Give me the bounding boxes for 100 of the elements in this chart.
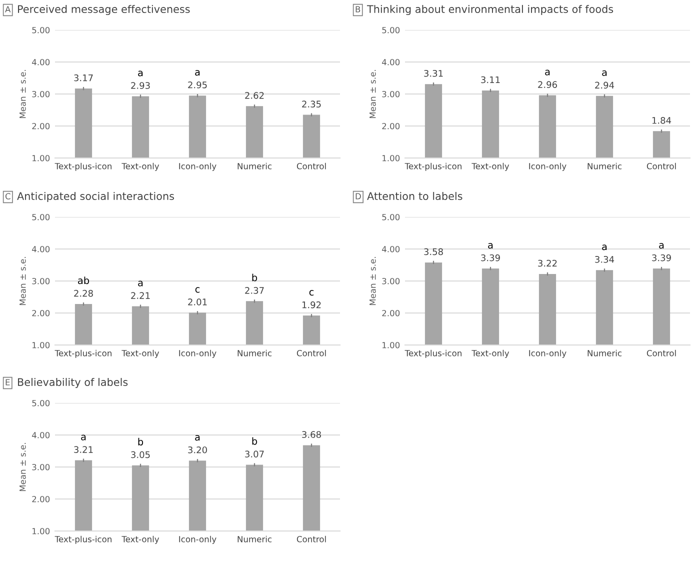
y-tick-label: 5.00 (32, 26, 50, 34)
y-tick-label: 3.00 (32, 464, 50, 470)
annotation: a (138, 280, 143, 286)
annotation: a (545, 70, 550, 76)
text: E (6, 379, 10, 386)
data-label: 3.31 (424, 70, 443, 77)
annotation: ab (78, 276, 90, 284)
x-tick-label: Icon-only (179, 536, 216, 544)
x-tick-label: Text-plus-icon (54, 350, 112, 358)
data-label: 3.34 (595, 256, 614, 263)
chart-title: Thinking about environmental impacts of foods (366, 4, 614, 16)
x-tick-label: Text-only (122, 536, 160, 544)
data-label: 3.21 (74, 446, 93, 453)
y-tick-label: 2.00 (382, 310, 400, 316)
data-label: 2.94 (595, 82, 614, 89)
x-tick-label: Numeric (238, 162, 272, 170)
x-tick-label: Text-only (472, 162, 510, 171)
y-tick-label: 3.00 (382, 90, 400, 98)
y-tick-label: 4.00 (382, 58, 400, 66)
annotation: a (602, 244, 607, 250)
text: D (356, 193, 361, 200)
data-label: 1.92 (302, 301, 321, 308)
x-tick-label: Text-plus-icon (404, 162, 462, 171)
y-tick-label: 1.00 (382, 154, 400, 162)
y-tick-label: 2.00 (382, 122, 400, 130)
data-label: 2.21 (131, 292, 150, 299)
y-tick-label: 3.00 (32, 278, 50, 284)
data-label: 3.05 (131, 451, 150, 458)
x-tick-label: Numeric (238, 350, 272, 356)
data-label: 3.39 (481, 254, 500, 262)
x-tick-label: Numeric (588, 350, 622, 356)
data-label: 3.11 (481, 76, 500, 84)
data-label: 3.58 (424, 248, 443, 256)
y-tick-label: 5.00 (382, 26, 400, 34)
data-label: 3.17 (74, 74, 93, 82)
chart-title: Believability of labels (18, 378, 128, 388)
x-tick-label: Control (296, 162, 326, 170)
data-label: 3.20 (188, 446, 207, 454)
data-label: 3.22 (538, 260, 557, 267)
x-tick-label: Control (646, 350, 676, 356)
y-axis-title: Mean ± s.e. (370, 257, 376, 306)
annotation: a (138, 70, 143, 76)
data-label: 3.68 (302, 431, 321, 438)
data-label: 2.93 (131, 82, 150, 89)
text: B (356, 6, 360, 12)
annotation: c (309, 290, 314, 296)
text: C (5, 193, 10, 200)
chart-title: Perceived message effectiveness (18, 4, 190, 16)
y-tick-label: 4.00 (382, 246, 400, 252)
x-tick-label: Icon-only (529, 162, 566, 171)
annotation: a (659, 243, 664, 249)
y-tick-label: 4.00 (32, 432, 50, 438)
x-tick-label: Numeric (238, 536, 272, 542)
data-label: 3.07 (245, 450, 264, 458)
y-tick-label: 5.00 (32, 400, 50, 406)
data-label: 1.84 (652, 116, 672, 124)
annotation: b (138, 438, 144, 446)
x-tick-label: Text-plus-icon (54, 162, 112, 171)
chart-title: Anticipated social interactions (17, 192, 174, 202)
x-tick-label: Numeric (588, 162, 622, 170)
data-label: 2.95 (188, 81, 207, 88)
data-label: 2.62 (245, 92, 264, 99)
data-label: 3.39 (652, 254, 671, 262)
x-tick-label: Text-only (122, 350, 160, 358)
y-tick-label: 1.00 (32, 528, 50, 534)
annotation: c (195, 287, 200, 293)
y-tick-label: 2.00 (32, 496, 50, 502)
data-label: 2.35 (302, 100, 321, 108)
y-axis-title: Mean ± s.e. (20, 70, 26, 118)
annotation: a (81, 434, 86, 440)
y-tick-label: 5.00 (382, 214, 400, 220)
data-label: 2.01 (188, 298, 207, 306)
y-axis-title: Mean ± s.e. (20, 443, 26, 492)
annotation: a (602, 70, 607, 76)
x-tick-label: Text-only (122, 162, 160, 171)
y-tick-label: 1.00 (32, 154, 50, 162)
x-tick-label: Icon-only (179, 162, 216, 171)
x-tick-label: Icon-only (529, 350, 566, 358)
data-label: 2.37 (245, 287, 264, 294)
annotation: a (195, 70, 200, 76)
x-tick-label: Icon-only (179, 350, 216, 358)
data-label: 2.28 (74, 290, 93, 297)
x-tick-label: Text-only (472, 350, 510, 358)
annotation: a (195, 435, 200, 441)
text: A (5, 6, 11, 12)
y-tick-label: 3.00 (32, 90, 50, 98)
y-axis-title: Mean ± s.e. (20, 257, 26, 306)
x-tick-label: Control (646, 162, 676, 170)
annotation: b (252, 437, 258, 445)
annotation: b (252, 274, 258, 282)
y-tick-label: 4.00 (32, 58, 50, 66)
x-tick-label: Control (296, 536, 326, 542)
y-tick-label: 5.00 (32, 214, 50, 220)
x-tick-label: Text-plus-icon (404, 350, 462, 358)
annotation: a (488, 243, 493, 249)
y-tick-label: 2.00 (32, 122, 50, 130)
y-tick-label: 1.00 (32, 342, 50, 348)
x-tick-label: Control (296, 350, 326, 356)
y-tick-label: 3.00 (382, 278, 400, 284)
x-tick-label: Text-plus-icon (54, 536, 112, 544)
